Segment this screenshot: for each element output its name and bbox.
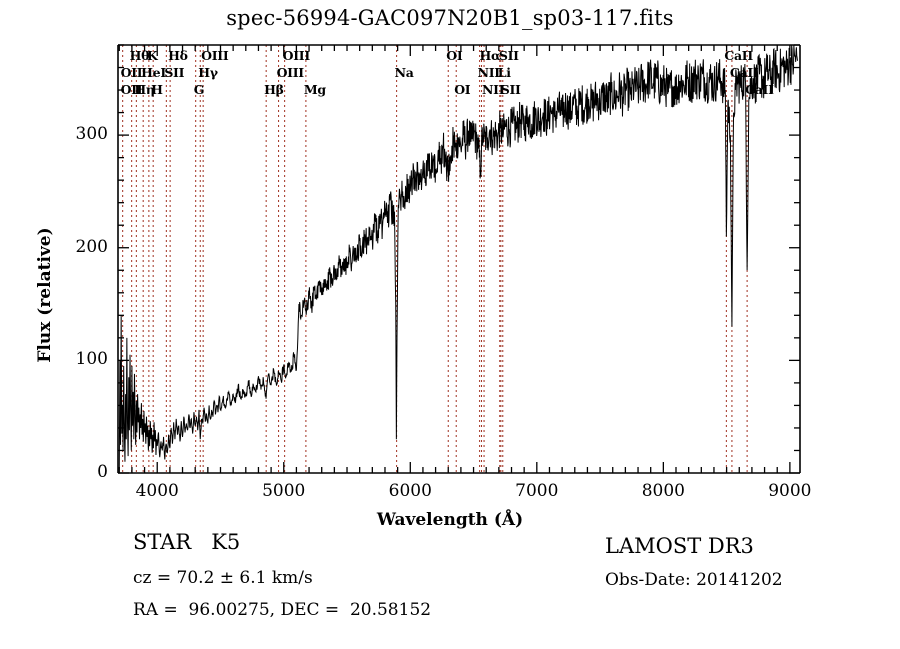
spectral-line-label: NII bbox=[482, 82, 505, 97]
spectral-line-label: HeI bbox=[141, 65, 166, 80]
y-tick-label: 0 bbox=[97, 462, 108, 482]
y-tick-label: 300 bbox=[75, 124, 108, 145]
y-tick-label: 100 bbox=[75, 349, 108, 370]
survey-name-text: LAMOST DR3 bbox=[605, 534, 754, 558]
spectral-line-label: SII bbox=[498, 48, 519, 63]
x-tick-label: 6000 bbox=[388, 481, 432, 501]
spectral-line-label: Mg bbox=[303, 82, 326, 97]
object-type-text: STAR K5 bbox=[133, 530, 241, 554]
y-tick-label: 200 bbox=[75, 236, 108, 257]
spectral-line-label: Hδ bbox=[168, 48, 188, 63]
x-tick-label: 9000 bbox=[768, 481, 812, 501]
spectral-line-label: H bbox=[151, 82, 163, 97]
spectral-line-label: Hη bbox=[134, 82, 155, 97]
x-tick-label: 8000 bbox=[641, 481, 685, 501]
spectral-line-label: CaII bbox=[745, 82, 774, 97]
spectral-line-label: K bbox=[146, 48, 158, 63]
spectral-line-label: OII bbox=[120, 82, 143, 97]
spectral-line-label: G bbox=[193, 82, 205, 97]
spectral-line-label: Li bbox=[497, 65, 511, 80]
x-axis-title: Wavelength (Å) bbox=[376, 510, 524, 530]
spectral-line-label: Na bbox=[394, 65, 414, 80]
spectral-line-label: OIII bbox=[282, 48, 311, 63]
spectral-line-label: SII bbox=[164, 65, 185, 80]
spectral-line-label: SII bbox=[500, 82, 521, 97]
spectral-line-label: Hβ bbox=[264, 82, 284, 97]
spectral-line-label: CaII bbox=[729, 65, 759, 80]
redshift-velocity-text: cz = 70.2 ± 6.1 km/s bbox=[133, 568, 313, 588]
spectral-line-label: OI bbox=[454, 82, 471, 97]
spectral-line-label: CaII bbox=[724, 48, 753, 63]
coordinates-text: RA = 96.00275, DEC = 20.58152 bbox=[133, 600, 432, 620]
obs-date-text: Obs-Date: 20141202 bbox=[605, 570, 783, 590]
axis-frame bbox=[117, 44, 801, 474]
footer-info: STAR K5 cz = 70.2 ± 6.1 km/s RA = 96.002… bbox=[0, 528, 900, 638]
spectral-line-label: Hγ bbox=[198, 65, 218, 80]
page-title: spec-56994-GAC097N20B1_sp03-117.fits bbox=[226, 6, 674, 30]
spectral-line-label: OI bbox=[446, 48, 463, 63]
spectral-line-label: OIII bbox=[276, 65, 305, 80]
y-axis-title: Flux (relative) bbox=[35, 227, 55, 363]
x-tick-label: 5000 bbox=[262, 481, 306, 501]
spectral-line-label: OII bbox=[120, 65, 143, 80]
x-tick-label: 4000 bbox=[135, 481, 179, 501]
spectrum-trace bbox=[118, 44, 798, 470]
spectral-line-label: NII bbox=[477, 65, 501, 80]
spectral-line-label: Hθ bbox=[129, 48, 150, 63]
spectral-line-label: Hα bbox=[479, 48, 501, 63]
spectral-line-label: OIII bbox=[201, 48, 229, 63]
spectrum-line bbox=[118, 44, 798, 470]
x-tick-label: 7000 bbox=[515, 481, 559, 501]
